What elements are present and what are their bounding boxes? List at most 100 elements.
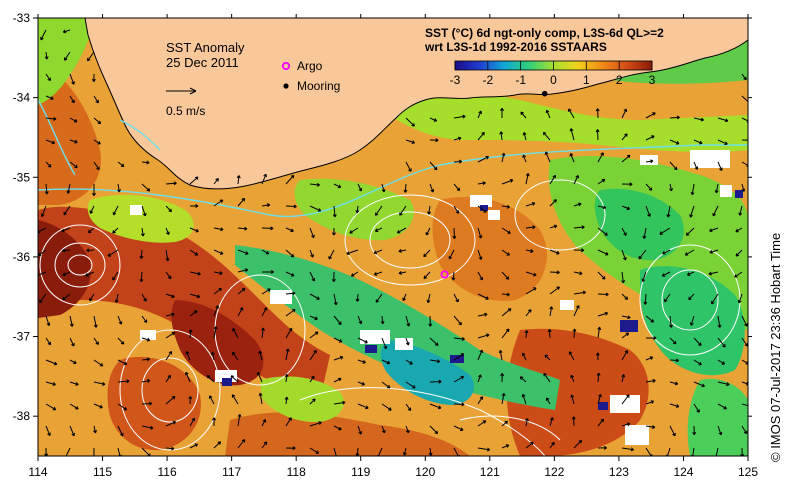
current-vector <box>621 293 629 300</box>
current-vector <box>501 249 510 256</box>
current-vector <box>69 425 75 437</box>
lat-tick-label: -35 <box>13 170 31 184</box>
current-vector <box>165 446 175 451</box>
current-vector <box>645 135 655 141</box>
current-vector <box>381 337 388 350</box>
current-vector <box>405 381 416 389</box>
current-vector <box>643 293 648 305</box>
lat-tick-label: -34 <box>13 91 31 105</box>
current-vector <box>309 447 320 454</box>
current-vector <box>738 205 743 216</box>
current-vector <box>544 354 551 361</box>
current-vector <box>429 183 435 193</box>
current-vector <box>309 227 315 239</box>
current-vector <box>261 327 265 339</box>
current-vector <box>237 268 249 273</box>
current-vector <box>669 139 680 145</box>
current-vector <box>621 182 633 187</box>
current-vector <box>107 249 119 257</box>
current-vector <box>693 403 700 413</box>
current-vector <box>547 329 552 339</box>
current-vector <box>524 330 529 339</box>
current-vector <box>477 420 487 427</box>
current-vector <box>141 293 147 302</box>
current-vector <box>165 331 176 339</box>
current-vector <box>402 293 407 302</box>
current-vector <box>573 202 582 207</box>
lon-tick-label: 116 <box>158 465 177 479</box>
current-vector <box>141 315 148 323</box>
current-vector <box>429 138 439 143</box>
current-vector <box>189 249 199 256</box>
current-vector <box>693 381 705 388</box>
current-vector <box>453 425 464 431</box>
current-vector <box>66 183 71 194</box>
current-vector <box>333 425 342 431</box>
current-vector <box>357 425 363 435</box>
current-vector <box>333 337 343 343</box>
current-vector <box>189 417 196 427</box>
current-vector <box>328 249 335 260</box>
current-vector <box>141 337 151 342</box>
current-vector <box>91 184 96 196</box>
current-vector <box>309 293 320 300</box>
lon-tick-label: 115 <box>93 465 112 479</box>
current-vector <box>429 359 441 364</box>
current-vector <box>117 403 128 411</box>
current-vector <box>645 400 655 405</box>
current-vector <box>285 271 295 277</box>
current-vector <box>117 379 130 384</box>
current-vector <box>501 152 506 163</box>
current-vector <box>427 205 431 215</box>
current-vector <box>333 183 342 189</box>
current-vector <box>549 224 558 229</box>
current-vector <box>549 441 555 449</box>
current-vector <box>669 381 679 386</box>
argo-legend-icon <box>281 61 291 71</box>
current-vector <box>112 205 119 216</box>
current-vector <box>185 371 191 383</box>
current-vector <box>285 204 297 209</box>
current-vector <box>93 381 106 386</box>
current-vector <box>112 227 119 234</box>
current-vector <box>87 51 95 62</box>
current-vector <box>423 271 431 280</box>
current-vector <box>333 400 346 405</box>
current-vector <box>357 183 363 192</box>
credit-text: © IMOS 07-Jul-2017 23:36 Hobart Time <box>768 233 783 462</box>
current-vector <box>232 351 239 361</box>
current-vector <box>141 357 151 362</box>
current-vector <box>549 417 554 427</box>
current-vector <box>621 227 627 236</box>
current-vector <box>349 227 359 234</box>
current-vector <box>717 425 723 436</box>
current-vector <box>621 422 631 427</box>
current-vector <box>525 173 530 185</box>
current-vector <box>309 315 318 321</box>
current-vector <box>429 117 438 122</box>
current-vector <box>63 205 71 216</box>
current-vector <box>477 271 483 281</box>
current-vector <box>256 371 263 383</box>
current-vector <box>692 425 697 436</box>
current-vector <box>232 327 239 339</box>
current-vector <box>91 73 96 82</box>
current-vector <box>261 203 271 207</box>
current-vector <box>213 271 223 276</box>
current-vector <box>375 293 383 303</box>
current-vector <box>165 249 170 262</box>
current-vector <box>645 315 655 323</box>
colorbar: -3 -2 -1 0 1 2 3 <box>450 60 656 87</box>
current-vector <box>189 271 201 276</box>
current-vector <box>741 117 748 123</box>
current-vector <box>333 293 338 306</box>
current-vector <box>62 248 71 253</box>
current-vector <box>309 375 315 383</box>
current-vector <box>621 447 635 452</box>
current-vector <box>45 315 51 326</box>
current-vector <box>448 249 455 260</box>
current-vector <box>477 374 482 383</box>
lat-tick-label: -33 <box>13 11 31 25</box>
current-vector <box>669 337 677 345</box>
current-vector <box>477 131 485 141</box>
